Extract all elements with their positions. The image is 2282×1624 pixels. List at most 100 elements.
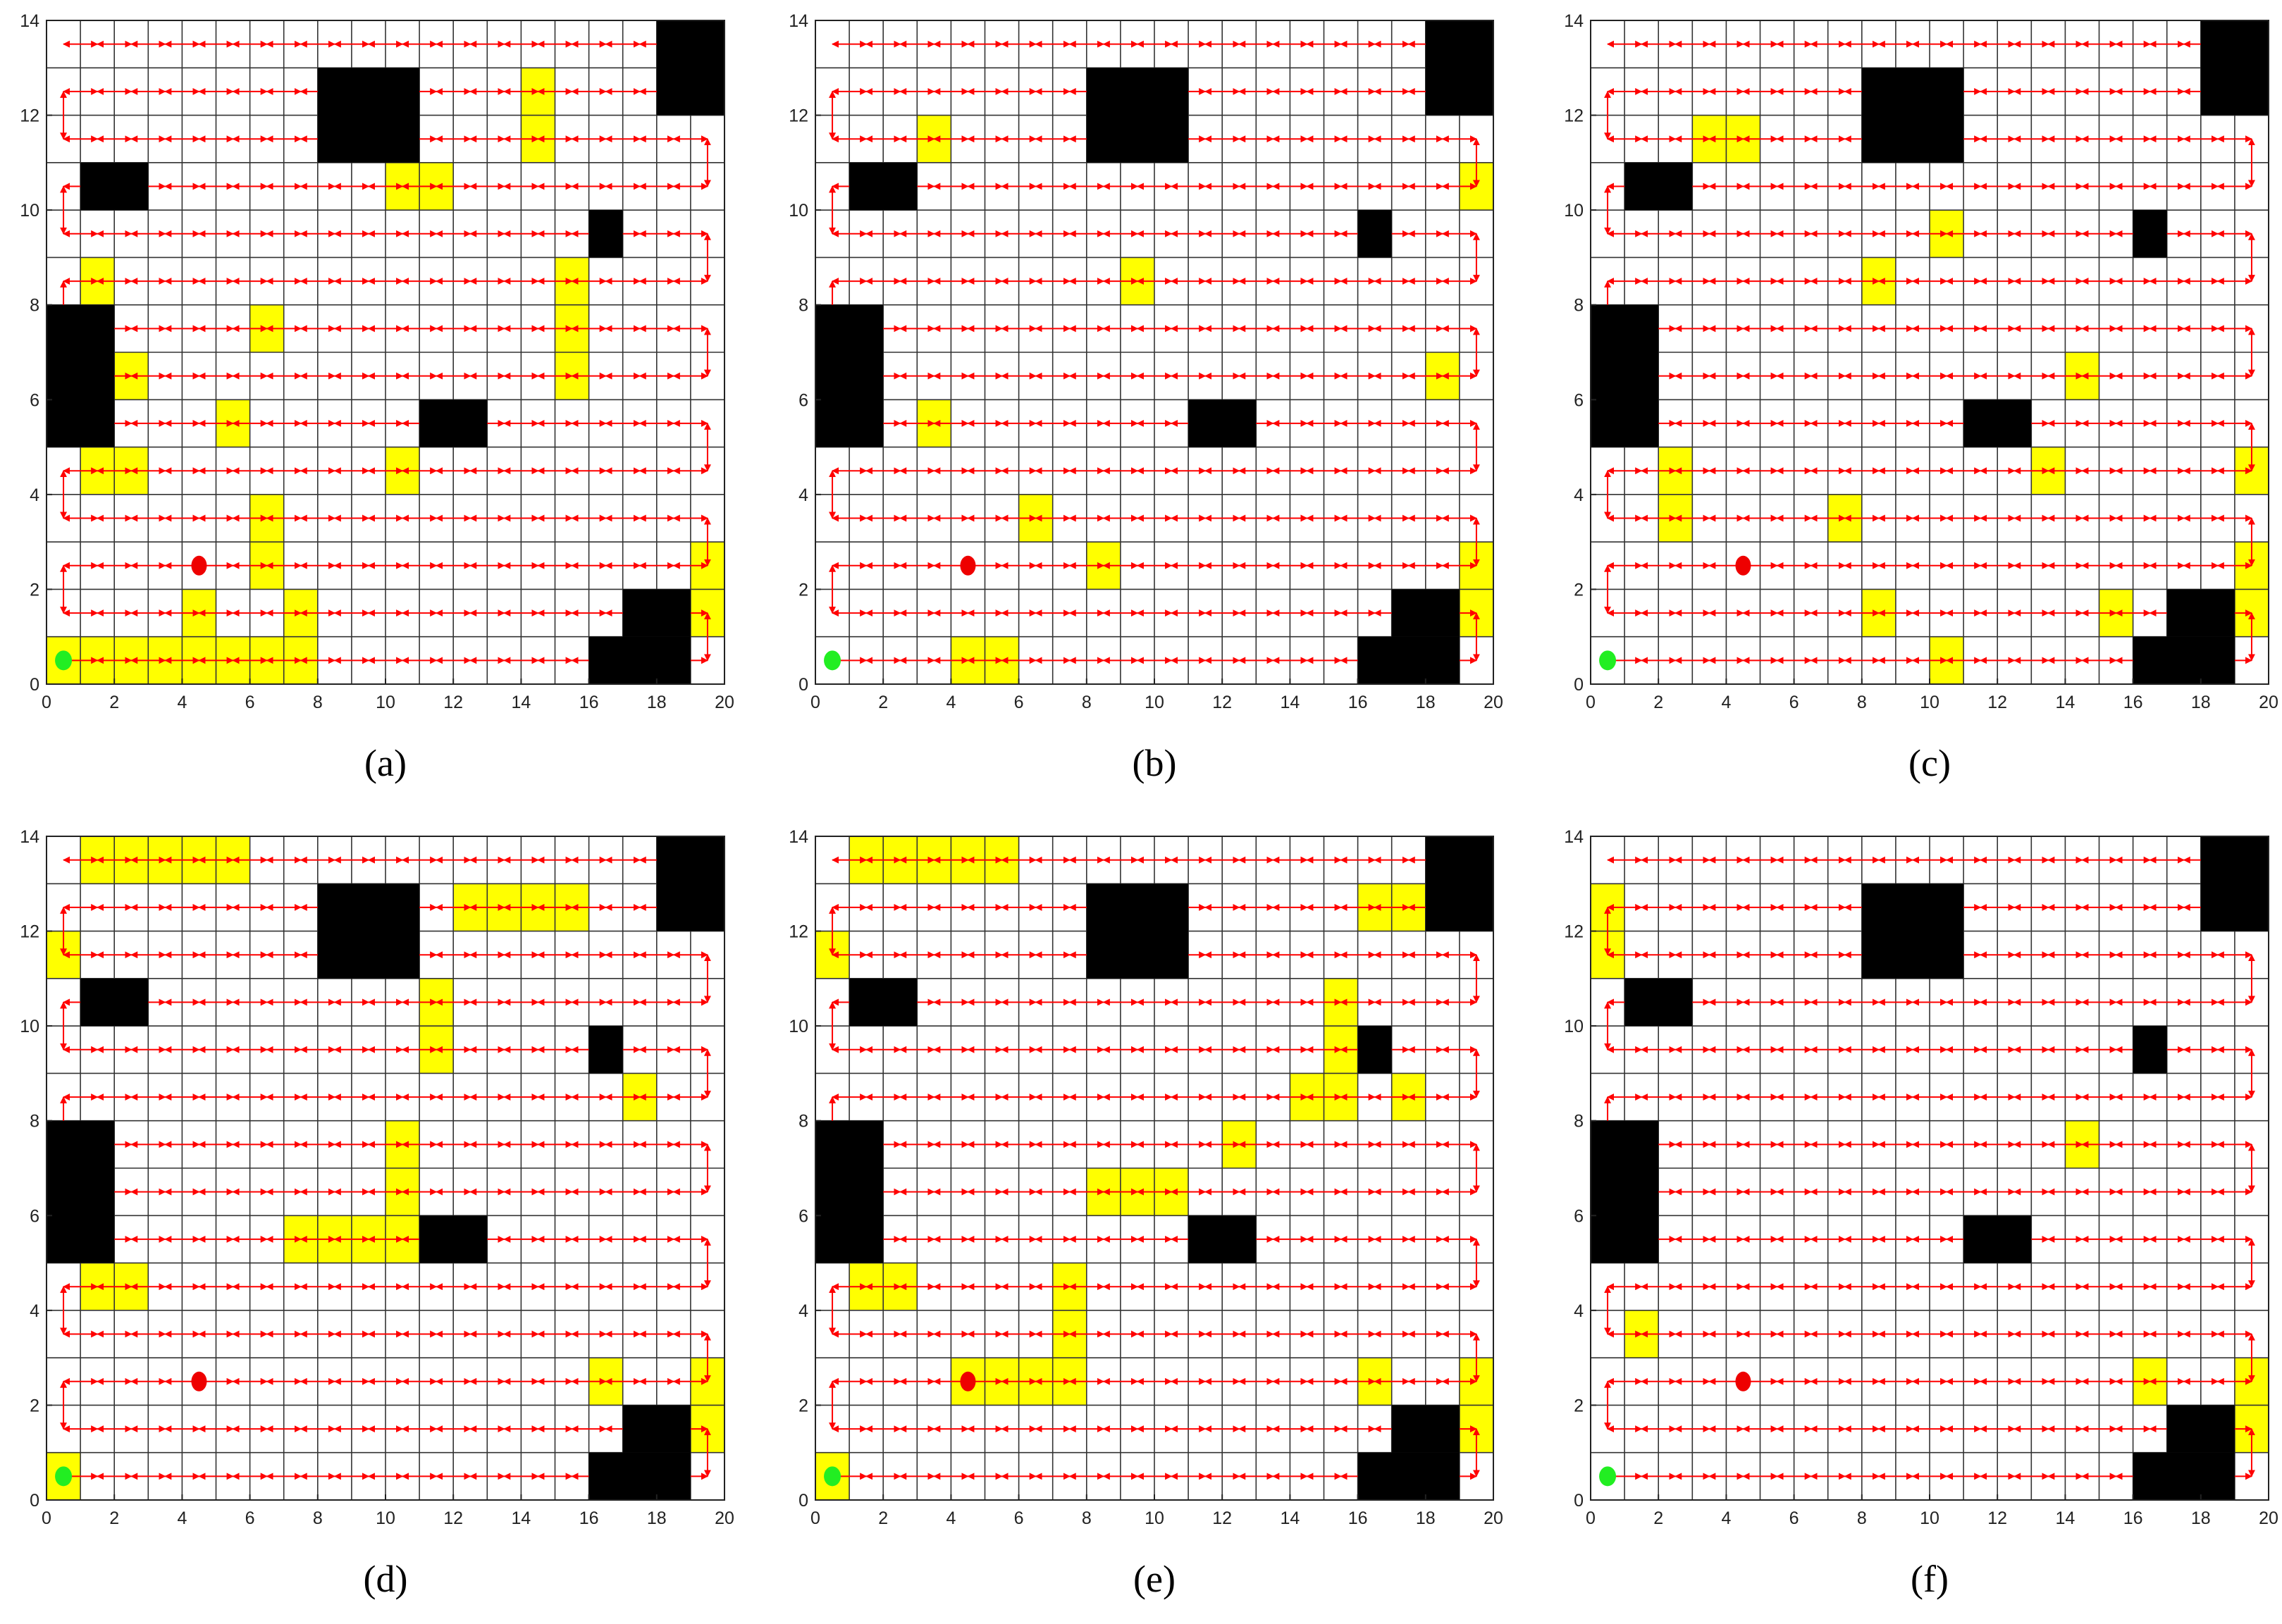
obstacle xyxy=(1188,399,1257,447)
obstacle xyxy=(1963,1215,2032,1263)
x-tick-label: 16 xyxy=(1348,1508,1368,1528)
y-tick-label: 6 xyxy=(30,390,39,410)
x-tick-label: 18 xyxy=(1416,1508,1436,1528)
y-tick-label: 12 xyxy=(789,922,808,942)
goal-point xyxy=(960,1371,976,1391)
y-tick-label: 14 xyxy=(20,827,39,847)
y-tick-label: 14 xyxy=(20,11,39,31)
x-tick-label: 10 xyxy=(1920,1508,1939,1528)
y-tick-label: 0 xyxy=(798,1491,808,1511)
obstacle xyxy=(47,304,115,447)
panel: 0 2 4 6 8 10 12 14 16 18 20 0 2 4 6 8 10 12 14 (f) xyxy=(1564,827,2278,1600)
x-tick-label: 2 xyxy=(1653,693,1663,712)
panel-label: (a) xyxy=(364,742,407,784)
y-tick-label: 0 xyxy=(1574,675,1584,695)
y-tick-label: 10 xyxy=(1564,201,1584,221)
y-tick-label: 10 xyxy=(1564,1017,1584,1036)
x-tick-label: 4 xyxy=(177,693,187,712)
obstacle xyxy=(419,399,488,447)
y-tick-label: 0 xyxy=(798,675,808,695)
y-tick-label: 14 xyxy=(1564,11,1584,31)
start-point xyxy=(55,650,73,671)
x-tick-label: 6 xyxy=(245,693,255,712)
obstacle xyxy=(849,978,918,1027)
x-tick-label: 14 xyxy=(511,693,531,712)
x-tick-label: 4 xyxy=(177,1508,187,1528)
x-tick-label: 20 xyxy=(715,693,734,712)
obstacle xyxy=(656,20,724,116)
obstacle xyxy=(2133,1452,2235,1500)
x-tick-label: 10 xyxy=(376,693,395,712)
x-tick-label: 18 xyxy=(647,693,667,712)
obstacle xyxy=(588,636,691,684)
x-tick-label: 12 xyxy=(1987,693,2007,712)
obstacle xyxy=(80,162,149,211)
x-tick-label: 18 xyxy=(1416,693,1436,712)
x-tick-label: 18 xyxy=(2191,1508,2211,1528)
y-tick-label: 4 xyxy=(798,1301,808,1321)
obstacle xyxy=(1591,1120,1659,1263)
x-tick-label: 0 xyxy=(42,1508,51,1528)
y-tick-label: 4 xyxy=(1574,1301,1584,1321)
obstacle xyxy=(1591,304,1659,447)
obstacle xyxy=(815,304,884,447)
x-tick-label: 12 xyxy=(443,1508,463,1528)
x-tick-label: 2 xyxy=(1653,1508,1663,1528)
x-tick-label: 12 xyxy=(1987,1508,2007,1528)
x-tick-label: 20 xyxy=(1484,693,1503,712)
y-tick-label: 6 xyxy=(798,1206,808,1226)
y-tick-label: 10 xyxy=(20,201,39,221)
start-point xyxy=(1599,1466,1617,1487)
obstacle xyxy=(2166,589,2235,637)
x-tick-label: 4 xyxy=(946,1508,956,1528)
x-tick-label: 14 xyxy=(511,1508,531,1528)
x-tick-label: 0 xyxy=(810,693,820,712)
x-tick-label: 6 xyxy=(1014,693,1024,712)
y-tick-label: 12 xyxy=(1564,106,1584,126)
y-tick-label: 12 xyxy=(1564,922,1584,942)
panel-label: (c) xyxy=(1908,742,1951,784)
obstacle xyxy=(1391,589,1460,637)
panel: 0 2 4 6 8 10 12 14 16 18 20 0 2 4 6 8 10 12 14 (a) xyxy=(20,11,734,784)
panel-label: (f) xyxy=(1911,1558,1949,1600)
y-tick-label: 0 xyxy=(30,675,39,695)
y-tick-label: 8 xyxy=(798,1112,808,1132)
panel-label: (d) xyxy=(364,1558,408,1600)
y-tick-label: 6 xyxy=(798,390,808,410)
obstacle xyxy=(2133,636,2235,684)
y-tick-label: 4 xyxy=(798,485,808,505)
y-tick-label: 6 xyxy=(1574,1206,1584,1226)
obstacle xyxy=(80,978,149,1027)
x-tick-label: 8 xyxy=(1082,1508,1092,1528)
panel-label: (b) xyxy=(1133,742,1177,784)
obstacle xyxy=(1963,399,2032,447)
y-tick-label: 0 xyxy=(30,1491,39,1511)
obstacle xyxy=(2133,210,2167,258)
x-tick-label: 0 xyxy=(1586,693,1596,712)
x-tick-label: 18 xyxy=(647,1508,667,1528)
y-tick-label: 2 xyxy=(30,580,39,600)
x-tick-label: 14 xyxy=(2055,1508,2075,1528)
obstacle xyxy=(622,589,691,637)
x-tick-label: 6 xyxy=(1014,1508,1024,1528)
obstacle xyxy=(2133,1026,2167,1074)
panel: 0 2 4 6 8 10 12 14 16 18 20 0 2 4 6 8 10 12 14 (c) xyxy=(1564,11,2278,784)
x-tick-label: 6 xyxy=(1789,693,1799,712)
panel-label: (e) xyxy=(1133,1558,1176,1600)
y-tick-label: 10 xyxy=(789,201,808,221)
obstacle xyxy=(1188,1215,1257,1263)
y-tick-label: 8 xyxy=(1574,1112,1584,1132)
obstacle xyxy=(1086,68,1189,163)
obstacle xyxy=(1357,1026,1392,1074)
y-tick-label: 8 xyxy=(30,296,39,316)
start-point xyxy=(824,1466,841,1487)
y-tick-label: 8 xyxy=(1574,296,1584,316)
x-tick-label: 10 xyxy=(1145,693,1164,712)
start-point xyxy=(824,650,841,671)
obstacle xyxy=(1086,884,1189,979)
y-tick-label: 10 xyxy=(789,1017,808,1036)
x-tick-label: 14 xyxy=(1280,1508,1300,1528)
y-tick-label: 4 xyxy=(1574,485,1584,505)
x-tick-label: 10 xyxy=(1920,693,1939,712)
